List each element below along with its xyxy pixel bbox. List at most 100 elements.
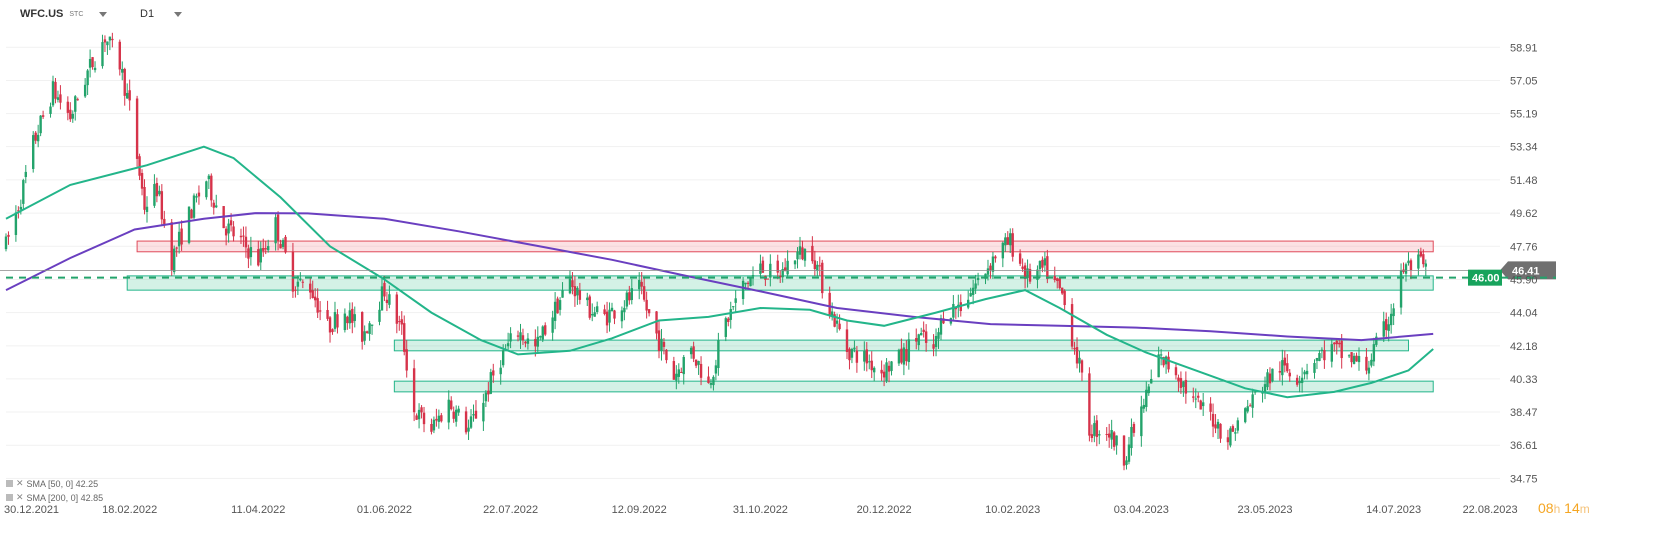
- last-price-label: 46.41: [1512, 265, 1540, 277]
- candle-body: [123, 68, 126, 96]
- candle-body: [262, 248, 265, 251]
- candle-body: [247, 248, 250, 259]
- candle-body: [284, 236, 287, 253]
- candle-body: [1229, 428, 1232, 446]
- candle-body: [1219, 423, 1222, 439]
- candle-body: [83, 84, 87, 97]
- candle-body: [516, 335, 520, 337]
- candle-body: [662, 341, 666, 347]
- candle-body: [32, 135, 35, 169]
- y-axis: 58.91 57.05 55.19 53.34 51.48 49.62 47.76 45.90…: [1510, 42, 1538, 485]
- candle-body: [1365, 356, 1368, 371]
- y-tick-label: 34.75: [1510, 473, 1538, 485]
- candle-body: [1018, 253, 1022, 264]
- candle-body: [1088, 373, 1091, 436]
- candle-body: [128, 90, 131, 101]
- timeframe-selector[interactable]: D1: [140, 8, 183, 20]
- candle-body: [880, 369, 883, 374]
- candle-body: [1417, 254, 1420, 269]
- candle-body: [172, 248, 176, 273]
- candle-body: [454, 409, 458, 422]
- candle-body: [1201, 402, 1205, 407]
- symbol-label: WFC.US: [20, 8, 64, 20]
- candle-body: [34, 132, 37, 141]
- candle-body: [1298, 381, 1301, 384]
- candle-body: [1352, 355, 1356, 364]
- candle-body: [1300, 377, 1304, 384]
- candle-body: [1004, 237, 1007, 246]
- candle-body: [707, 376, 710, 384]
- candle-body: [699, 363, 703, 378]
- candle-body: [1098, 434, 1101, 436]
- candle-body: [430, 423, 433, 432]
- candle-body: [934, 335, 938, 347]
- candle-body: [1112, 432, 1116, 447]
- candle-body: [274, 217, 277, 244]
- candle-body: [88, 58, 92, 68]
- candle-body: [850, 349, 854, 358]
- candle-body: [422, 412, 426, 425]
- candle-body: [628, 292, 631, 301]
- candle-body: [1318, 353, 1321, 362]
- timeframe-label: D1: [140, 8, 155, 20]
- candle-body: [578, 290, 582, 300]
- legend-sma200[interactable]: ✕ SMA [200, 0] 42.85: [6, 492, 103, 503]
- candle-body: [210, 175, 213, 201]
- x-tick-label: 30.12.2021: [4, 504, 59, 516]
- candle-body: [469, 416, 473, 428]
- candle-body: [991, 256, 995, 272]
- candle-body: [227, 223, 230, 234]
- candle-body: [749, 278, 752, 287]
- candle-body: [625, 292, 629, 307]
- candle-body: [1407, 260, 1410, 264]
- close-icon[interactable]: ✕: [16, 478, 24, 488]
- candle-body: [467, 427, 470, 432]
- candle-body: [195, 196, 198, 198]
- candle-body: [1248, 405, 1252, 407]
- candle-body: [1330, 344, 1334, 362]
- x-tick-label: 14.07.2023: [1366, 504, 1421, 516]
- symbol-selector[interactable]: WFC.US STC: [20, 8, 108, 20]
- candle-body: [776, 260, 779, 273]
- candle-body: [642, 286, 646, 300]
- candle-body: [932, 344, 935, 349]
- candle-body: [153, 184, 156, 206]
- close-icon[interactable]: ✕: [16, 492, 24, 502]
- candle-body: [509, 333, 512, 342]
- candle-body: [680, 371, 683, 373]
- candle-body: [1209, 403, 1212, 412]
- candle-body: [536, 336, 540, 347]
- candle-body: [1122, 435, 1126, 466]
- candle-body: [885, 362, 888, 382]
- sr-zones: [126, 240, 1434, 393]
- candle-body: [1056, 278, 1059, 281]
- candle-body: [734, 298, 737, 303]
- candle-body: [1194, 398, 1197, 400]
- candle-body: [828, 292, 831, 317]
- legend-sma50[interactable]: ✕ SMA [50, 0] 42.25: [6, 478, 98, 489]
- candle-body: [1404, 264, 1408, 274]
- candle-body: [873, 367, 876, 373]
- candle-body: [36, 134, 40, 142]
- candle-body: [180, 228, 183, 245]
- candle-body: [244, 236, 248, 248]
- candle-body: [811, 245, 814, 262]
- candle-body: [242, 235, 245, 237]
- candle-body: [49, 106, 52, 114]
- candle-body: [689, 347, 693, 355]
- candle-body: [59, 94, 62, 103]
- y-tick-label: 58.91: [1510, 42, 1538, 54]
- candle-body: [989, 265, 992, 271]
- candle-body: [363, 331, 366, 341]
- candle-body: [1281, 360, 1284, 376]
- candle-body: [902, 347, 906, 365]
- candle-body: [1043, 258, 1047, 266]
- candle-body: [1028, 268, 1032, 282]
- candle-body: [521, 335, 525, 341]
- x-tick-label: 03.04.2023: [1114, 504, 1169, 516]
- candle-body: [1130, 426, 1133, 449]
- candle-body: [1357, 356, 1361, 363]
- candle-body: [118, 41, 121, 70]
- candle-body: [296, 281, 300, 287]
